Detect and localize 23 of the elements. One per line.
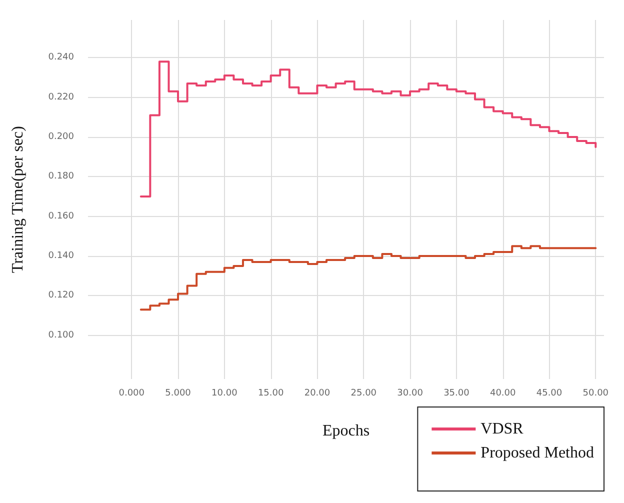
y-tick-label: 0.220	[48, 92, 74, 102]
legend-label: VDSR	[480, 420, 524, 438]
x-tick-label: 35.00	[444, 388, 470, 398]
y-tick-label: 0.240	[48, 52, 74, 63]
x-tick-label: 30.00	[397, 388, 424, 398]
x-tick-label: 10.00	[212, 388, 238, 398]
y-axis-title: Training Time(per sec)	[10, 126, 26, 273]
y-tick-label: 0.100	[48, 330, 74, 340]
x-tick-label: 45.00	[536, 388, 562, 398]
y-tick-label: 0.180	[48, 172, 74, 182]
x-tick-label: 20.00	[304, 388, 330, 398]
legend-label: Proposed Method	[480, 444, 594, 462]
x-axis-title: Epochs	[322, 422, 370, 440]
x-tick-label: 5.000	[165, 388, 192, 398]
y-tick-label: 0.160	[48, 211, 74, 222]
x-tick-label: 40.00	[490, 388, 516, 398]
y-tick-label: 0.140	[48, 251, 74, 262]
x-tick-label: 15.00	[258, 388, 284, 398]
x-tick-label: 25.00	[350, 388, 377, 398]
x-tick-label: 50.00	[582, 388, 609, 398]
y-tick-label: 0.120	[48, 290, 74, 301]
y-tick-label: 0.200	[48, 132, 74, 142]
x-tick-label: 0.000	[118, 388, 145, 398]
